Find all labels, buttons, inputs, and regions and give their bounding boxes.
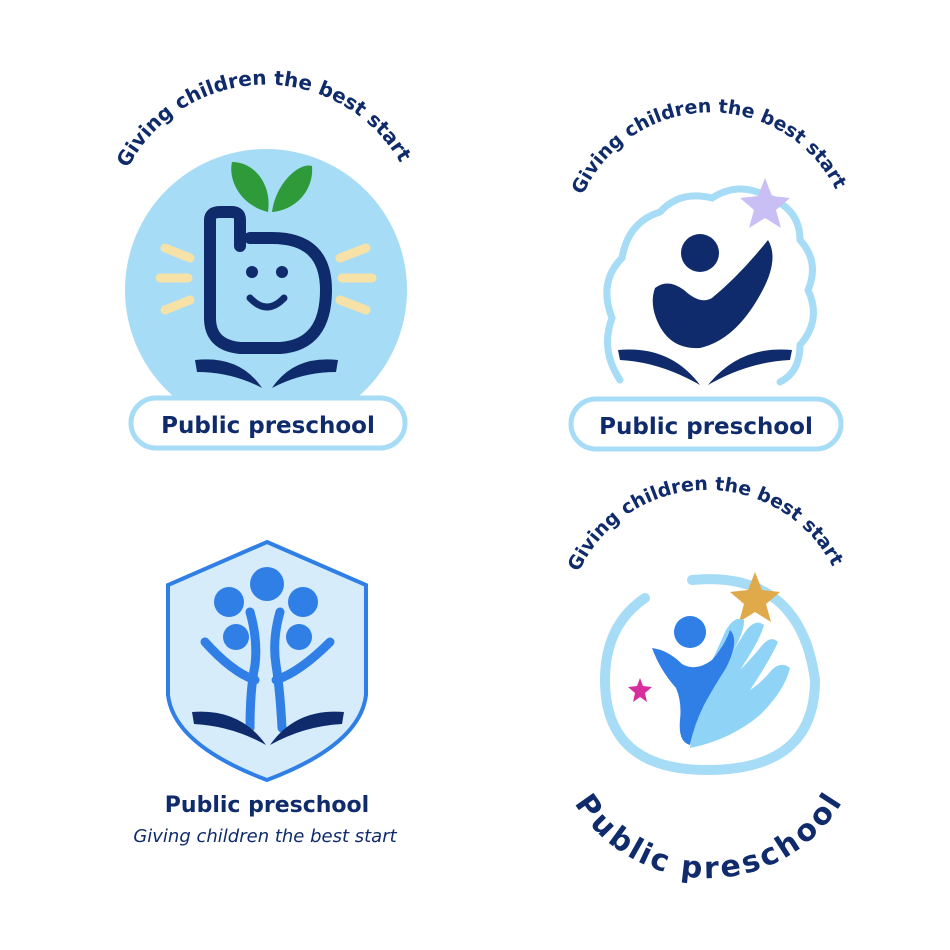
logo1-name-pill (128, 395, 408, 451)
checkmark-icon (652, 240, 773, 349)
tree-fruit-icon (214, 567, 318, 650)
open-book-icon (192, 711, 344, 745)
open-book-icon (195, 359, 338, 388)
ring-arc (599, 574, 821, 776)
sun-rays-icon (155, 243, 377, 315)
person-head-icon (674, 616, 706, 648)
jumping-child-icon (652, 630, 735, 745)
logo1-name: Public preschool (161, 413, 375, 439)
child-face-icon (204, 206, 333, 354)
hand-icon (690, 618, 790, 748)
star-icon (740, 178, 790, 228)
logo4-name: Public preschool (567, 788, 848, 887)
logo2-name: Public preschool (599, 414, 813, 440)
smile-icon (246, 294, 288, 311)
star-icon (628, 678, 652, 702)
logo2-name-pill (568, 396, 844, 452)
logo3-name: Public preschool (165, 793, 369, 818)
logo-tree-shield: Public preschool Giving children the bes… (133, 539, 398, 847)
logo3-tagline: Giving children the best start (133, 826, 397, 847)
logo-sprout-face: Giving children the best start Public pr… (111, 65, 417, 451)
cloud-outline-icon (603, 185, 817, 386)
logo-reach-hand: Giving children the best start Public pr… (563, 473, 848, 886)
eye-icon (246, 266, 258, 278)
sprout-leaf-icon (231, 162, 313, 212)
logo2-tagline: Giving children the best start (567, 95, 850, 197)
child-tree-icon (200, 607, 335, 733)
logo4-tagline: Giving children the best start (563, 473, 847, 575)
eye-icon (276, 266, 288, 278)
star-icon (730, 572, 780, 622)
person-head-icon (681, 234, 719, 272)
logo-checkmark-cloud: Giving children the best start Public pr… (567, 95, 851, 452)
open-book-icon (618, 349, 792, 385)
